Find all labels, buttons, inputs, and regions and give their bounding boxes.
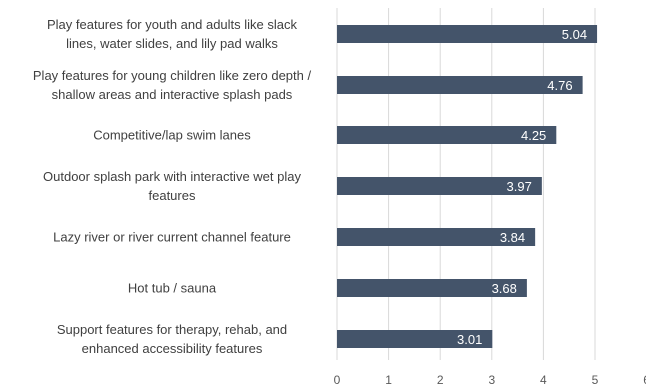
x-axis-ticks: 0 1 2 3 4 5 6	[334, 373, 646, 387]
data-label: 3.97	[507, 179, 532, 194]
bar	[337, 177, 542, 195]
bars: 5.04 4.76 4.25 3.97 3.84 3.68 3.01	[337, 25, 598, 348]
category-label: Play features for youth and adults like …	[47, 17, 298, 51]
bar	[337, 126, 557, 144]
bar	[337, 76, 583, 94]
category-label: Play features for young children like ze…	[33, 68, 312, 102]
x-tick-label: 6	[643, 373, 646, 387]
x-tick-label: 2	[437, 373, 444, 387]
x-tick-label: 5	[592, 373, 599, 387]
x-tick-label: 0	[334, 373, 341, 387]
category-label: Outdoor splash park with interactive wet…	[43, 169, 301, 203]
x-tick-label: 3	[488, 373, 495, 387]
bar	[337, 279, 527, 297]
category-label: Lazy river or river current channel feat…	[53, 230, 291, 245]
x-tick-label: 4	[540, 373, 547, 387]
bar	[337, 228, 536, 246]
category-label: Hot tub / sauna	[128, 281, 217, 296]
data-label: 4.76	[547, 78, 572, 93]
bar	[337, 25, 598, 43]
category-labels: Play features for youth and adults like …	[33, 17, 312, 356]
data-label: 3.84	[500, 230, 525, 245]
data-label: 3.01	[457, 332, 482, 347]
data-label: 3.68	[492, 281, 517, 296]
data-label: 4.25	[521, 128, 546, 143]
bar	[337, 330, 493, 348]
category-label: Competitive/lap swim lanes	[93, 128, 251, 143]
data-label: 5.04	[562, 27, 587, 42]
category-label: Support features for therapy, rehab, and…	[57, 322, 287, 356]
x-tick-label: 1	[385, 373, 392, 387]
